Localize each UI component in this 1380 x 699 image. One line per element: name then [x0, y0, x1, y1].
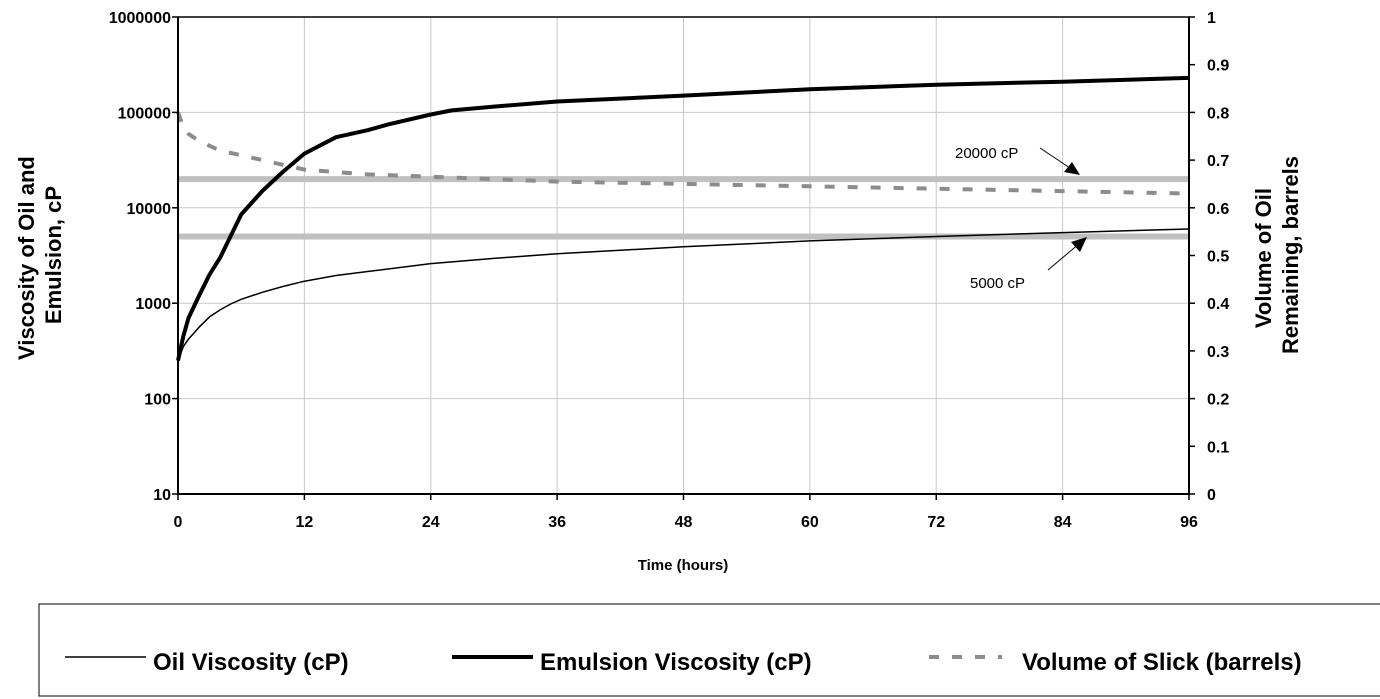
grid — [177, 16, 1190, 495]
series-line-oil-viscosity-cp — [177, 228, 1190, 361]
x-tick-label: 36 — [548, 514, 566, 531]
y-tick-label: 10000 — [127, 201, 172, 218]
y-axis-title-line-1: Viscosity of Oil and — [14, 156, 39, 360]
y2-tick-label: 0.2 — [1207, 392, 1229, 409]
y2-tick-label: 0 — [1207, 487, 1216, 504]
y2-tick-label: 0.6 — [1207, 201, 1229, 218]
y2-tick-label: 0.9 — [1207, 58, 1229, 75]
y-axis-title: Viscosity of Oil and Emulsion, cP — [14, 150, 66, 360]
legend-label-volume-of-slick: Volume of Slick (barrels) — [1022, 649, 1302, 676]
x-tick-label: 96 — [1180, 514, 1198, 531]
y-axis-title-line-2: Emulsion, cP — [41, 186, 66, 324]
x-axis-title: Time (hours) — [638, 557, 729, 574]
y-tick-label: 1000000 — [109, 10, 171, 27]
series-group — [176, 75, 1190, 362]
legend: Oil Viscosity (cP) Emulsion Viscosity (c… — [38, 603, 1380, 697]
x-tick-label: 0 — [174, 514, 183, 531]
legend-label-oil-viscosity: Oil Viscosity (cP) — [153, 649, 349, 676]
legend-label-emulsion-viscosity: Emulsion Viscosity (cP) — [540, 649, 812, 676]
y2-axis-title-line-2: Remaining, barrels — [1278, 156, 1303, 354]
annotation-5000cp: 5000 cP — [970, 275, 1025, 292]
y2-tick-label: 0.3 — [1207, 344, 1229, 361]
x-tick-label: 60 — [801, 514, 819, 531]
y2-tick-label: 0.5 — [1207, 249, 1229, 266]
y2-tick-label: 0.1 — [1207, 439, 1229, 456]
annotations: 20000 cP 5000 cP — [955, 145, 1087, 292]
legend-box — [38, 603, 1380, 697]
y2-tick-label: 1 — [1207, 10, 1216, 27]
y2-axis-title-line-1: Volume of Oil — [1251, 188, 1276, 328]
y2-tick-label: 0.7 — [1207, 153, 1229, 170]
annotation-arrowhead-5000cp — [1071, 237, 1087, 252]
x-tick-label: 84 — [1054, 514, 1072, 531]
tick-labels: 0 12 24 36 48 60 72 84 9610100100010000100000100… — [109, 10, 1230, 531]
x-tick-label: 48 — [675, 514, 693, 531]
y-tick-label: 100000 — [118, 105, 171, 122]
reference-lines — [178, 176, 1189, 240]
annotation-20000cp: 20000 cP — [955, 145, 1018, 162]
y2-tick-label: 0.4 — [1207, 296, 1229, 313]
x-tick-label: 12 — [295, 514, 313, 531]
annotation-arrowhead-20000cp — [1064, 162, 1080, 175]
y-tick-label: 10 — [153, 487, 171, 504]
y2-tick-label: 0.8 — [1207, 105, 1229, 122]
annotation-arrow-20000cp — [1039, 147, 1074, 171]
y-tick-label: 1000 — [135, 296, 171, 313]
x-tick-label: 72 — [927, 514, 945, 531]
y2-axis-title: Volume of Oil Remaining, barrels — [1251, 156, 1303, 354]
series-line-volume-of-slick-barrels — [176, 111, 1190, 196]
series-line-emulsion-viscosity-cp — [176, 75, 1190, 362]
x-tick-label: 24 — [422, 514, 440, 531]
y-tick-label: 100 — [144, 392, 171, 409]
annotation-arrow-5000cp — [1047, 242, 1081, 271]
